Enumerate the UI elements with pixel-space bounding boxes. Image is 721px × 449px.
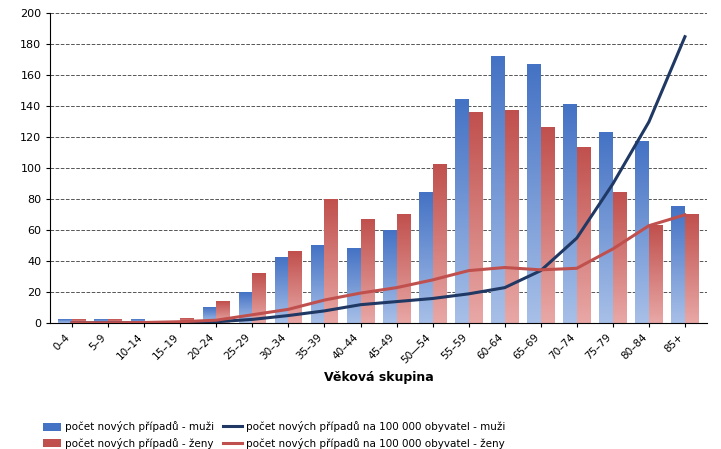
X-axis label: Věková skupina: Věková skupina [324, 371, 433, 384]
Legend: počet nových případů - muži, počet nových případů - ženy, počet nových případů n: počet nových případů - muži, počet novýc… [43, 422, 505, 449]
